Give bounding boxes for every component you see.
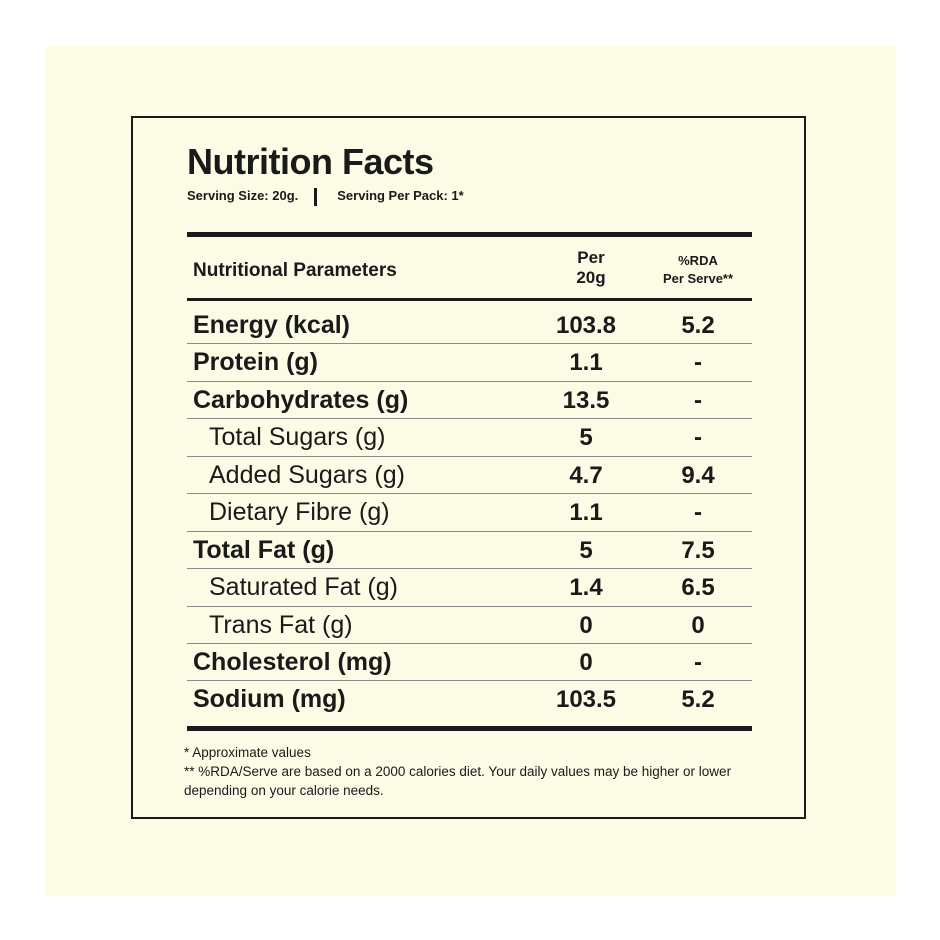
background-panel xyxy=(46,46,896,896)
nutrient-name: Added Sugars (g) xyxy=(209,460,405,489)
nutrient-name: Total Fat (g) xyxy=(193,535,335,564)
nutrient-name: Protein (g) xyxy=(193,348,318,377)
per-20g-value: 5 xyxy=(579,424,593,452)
rda-value: - xyxy=(694,349,702,377)
table-row: Carbohydrates (g) 13.5 - xyxy=(187,382,752,420)
per-20g-value: 0 xyxy=(579,648,593,676)
header-per-20g: Per 20g xyxy=(546,248,636,288)
page-title: Nutrition Facts xyxy=(187,141,434,182)
footnote-rda: ** %RDA/Serve are based on a 2000 calori… xyxy=(184,764,732,798)
header-rda-line2: Per Serve** xyxy=(662,271,734,286)
per-20g-value: 1.1 xyxy=(569,349,603,377)
nutrient-name: Sodium (mg) xyxy=(193,685,346,714)
table-row: Energy (kcal) 103.8 5.2 xyxy=(187,307,752,345)
header-per-line2: 20g xyxy=(576,268,606,287)
serving-per-pack: Serving Per Pack: 1* xyxy=(337,188,464,203)
nutrition-label-border xyxy=(131,116,806,819)
rda-value: 5.2 xyxy=(681,686,715,714)
nutrient-name: Trans Fat (g) xyxy=(209,610,353,639)
table-row: Saturated Fat (g) 1.4 6.5 xyxy=(187,569,752,607)
rda-value: 9.4 xyxy=(681,461,715,489)
nutrient-name: Energy (kcal) xyxy=(193,311,351,339)
header-top-rule xyxy=(187,232,752,237)
header-parameter: Nutritional Parameters xyxy=(193,260,397,281)
per-20g-value: 1.1 xyxy=(569,499,603,527)
rda-value: 5.2 xyxy=(681,312,715,339)
footnote-approximate: * Approximate values xyxy=(184,745,311,760)
per-20g-value: 4.7 xyxy=(569,461,603,489)
header-per-line1: Per xyxy=(577,248,605,267)
per-20g-value: 103.8 xyxy=(555,312,617,339)
table-row: Dietary Fibre (g) 1.1 - xyxy=(187,494,752,532)
per-20g-value: 1.4 xyxy=(569,574,603,602)
per-20g-value: 103.5 xyxy=(555,686,617,714)
table-row: Protein (g) 1.1 - xyxy=(187,344,752,382)
serving-size: Serving Size: 20g. xyxy=(187,188,299,203)
per-20g-value: 13.5 xyxy=(562,386,610,414)
rda-value: - xyxy=(694,648,702,676)
rda-value: - xyxy=(694,424,702,452)
table-bottom-rule xyxy=(187,726,752,731)
nutrition-table: Energy (kcal) 103.8 5.2 Protein (g) 1.1- Carb… xyxy=(187,307,752,719)
rda-value: - xyxy=(694,386,702,414)
nutrient-name: Carbohydrates (g) xyxy=(193,385,409,414)
serving-separator xyxy=(314,187,318,206)
nutrient-name: Saturated Fat (g) xyxy=(209,573,398,602)
rda-value: 7.5 xyxy=(681,536,715,564)
rda-value: - xyxy=(694,499,702,527)
table-row: Total Fat (g) 5 7.5 xyxy=(187,532,752,570)
header-rda-line1: %RDA xyxy=(678,253,718,268)
header-rda: %RDA Per Serve** xyxy=(643,252,753,288)
per-20g-value: 0 xyxy=(579,611,593,639)
table-row: Added Sugars (g) 4.7 9.4 xyxy=(187,457,752,495)
rda-value: 0 xyxy=(691,611,705,639)
table-row: Total Sugars (g) 5 - xyxy=(187,419,752,457)
rda-value: 6.5 xyxy=(681,574,715,602)
nutrient-name: Cholesterol (mg) xyxy=(193,647,392,676)
table-row: Sodium (mg) 103.5 5.2 xyxy=(187,681,752,718)
per-20g-value: 5 xyxy=(579,536,593,564)
header-bottom-rule xyxy=(187,298,752,301)
serving-info: Serving Size: 20g. Serving Per Pack: 1* xyxy=(187,186,464,206)
nutrient-name: Dietary Fibre (g) xyxy=(209,498,390,527)
table-row: Cholesterol (mg) 0 - xyxy=(187,644,752,682)
footnotes: * Approximate values ** %RDA/Serve are b… xyxy=(184,743,764,800)
table-row: Trans Fat (g) 0 0 xyxy=(187,607,752,644)
nutrient-name: Total Sugars (g) xyxy=(209,423,386,452)
